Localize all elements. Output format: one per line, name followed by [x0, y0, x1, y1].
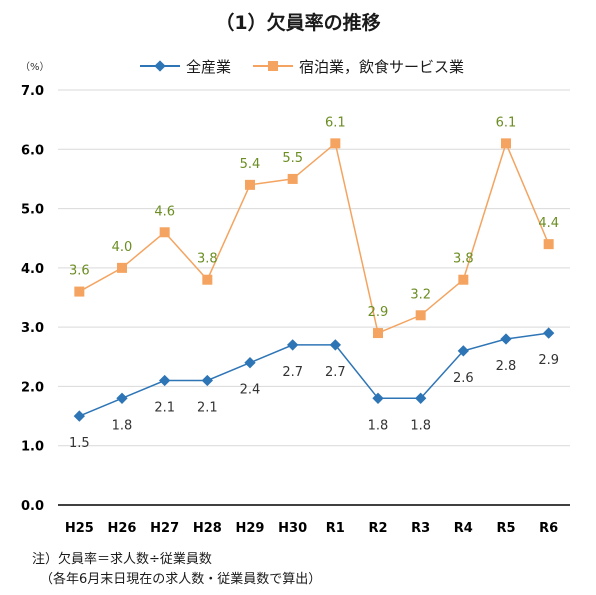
data-point-hotel-food: [330, 138, 341, 149]
y-tick-label: 0.0: [21, 499, 44, 514]
legend-swatch-hotel-food: [253, 61, 294, 71]
data-point-all-industries: [116, 392, 128, 404]
y-tick-label: 1.0: [21, 440, 44, 455]
legend: 全産業 宿泊業，飲食サービス業: [140, 56, 486, 76]
x-tick-label: R5: [496, 521, 515, 536]
data-label-hotel-food: 4.4: [538, 216, 559, 231]
y-tick-label: 3.0: [21, 321, 44, 336]
data-label-hotel-food: 4.0: [112, 240, 133, 255]
data-point-all-industries: [73, 410, 85, 422]
x-tick-label: R6: [539, 521, 558, 536]
x-tick-label: R4: [454, 521, 473, 536]
data-point-hotel-food: [287, 173, 298, 184]
data-label-hotel-food: 2.9: [368, 305, 389, 320]
x-tick-label: R1: [326, 521, 345, 536]
data-label-all-industries: 2.7: [325, 365, 346, 380]
data-label-all-industries: 2.6: [453, 371, 474, 386]
data-label-all-industries: 1.5: [69, 436, 90, 451]
data-label-all-industries: 2.1: [197, 401, 218, 416]
data-point-hotel-food: [543, 239, 554, 250]
data-label-all-industries: 1.8: [368, 418, 389, 433]
chart-title: （1）欠員率の推移: [215, 12, 381, 34]
legend-item-hotel-food: 宿泊業，飲食サービス業: [253, 56, 464, 77]
data-point-hotel-food: [501, 138, 511, 149]
x-tick-label: H30: [278, 521, 307, 536]
data-label-all-industries: 2.7: [282, 365, 303, 380]
data-label-hotel-food: 5.5: [282, 151, 303, 166]
data-label-hotel-food: 4.6: [154, 204, 175, 219]
data-label-all-industries: 1.8: [112, 418, 133, 433]
data-point-hotel-food: [373, 328, 383, 339]
y-tick-label: 2.0: [21, 380, 44, 395]
x-tick-label: R3: [411, 521, 430, 536]
data-point-all-industries: [329, 339, 341, 351]
series-line-all-industries: [79, 332, 549, 417]
data-label-all-industries: 2.9: [538, 353, 559, 368]
data-point-all-industries: [287, 339, 299, 351]
x-tick-label: H26: [108, 521, 137, 536]
data-point-all-industries: [543, 327, 555, 339]
data-label-all-industries: 2.4: [240, 383, 261, 398]
y-tick-label: 6.0: [21, 143, 44, 158]
data-point-all-industries: [372, 392, 384, 404]
data-point-all-industries: [500, 333, 512, 345]
data-point-hotel-food: [74, 286, 85, 297]
data-label-hotel-food: 6.1: [496, 115, 517, 130]
note-line-2: （各年6月末日現在の求人数・従業員数で算出）: [40, 572, 322, 587]
data-point-all-industries: [457, 345, 469, 357]
data-label-all-industries: 1.8: [410, 418, 431, 433]
data-point-hotel-food: [117, 262, 127, 273]
x-tick-label: H27: [150, 521, 179, 536]
y-tick-label: 7.0: [21, 84, 44, 99]
legend-item-all-industries: 全産業: [140, 56, 231, 77]
data-label-all-industries: 2.1: [154, 401, 175, 416]
y-tick-label: 5.0: [21, 203, 44, 218]
y-tick-label: 4.0: [21, 262, 44, 277]
data-point-hotel-food: [245, 179, 255, 190]
x-tick-label: H28: [193, 521, 222, 536]
data-label-hotel-food: 3.2: [410, 287, 431, 302]
data-label-hotel-food: 6.1: [325, 115, 346, 130]
data-point-hotel-food: [202, 274, 213, 285]
data-point-hotel-food: [159, 227, 170, 238]
data-label-all-industries: 2.8: [496, 359, 517, 374]
data-label-hotel-food: 5.4: [240, 157, 261, 172]
x-tick-label: H29: [236, 521, 265, 536]
data-label-hotel-food: 3.6: [69, 264, 90, 279]
y-axis-unit: （%）: [20, 61, 50, 73]
series-line-hotel-food: [78, 141, 550, 335]
legend-label-hotel-food: 宿泊業，飲食サービス業: [299, 57, 465, 76]
data-point-all-industries: [415, 392, 427, 404]
data-point-hotel-food: [458, 274, 469, 285]
legend-label-all-industries: 全産業: [186, 57, 232, 76]
note-line-1: 注）欠員率＝求人数÷従業員数: [32, 552, 212, 567]
x-tick-label: R2: [368, 521, 387, 536]
x-tick-label: H25: [65, 521, 94, 536]
data-point-all-industries: [244, 357, 256, 369]
data-point-all-industries: [201, 374, 213, 387]
legend-swatch-all-industries: [140, 60, 180, 72]
data-label-hotel-food: 3.8: [453, 252, 474, 267]
data-point-all-industries: [159, 374, 171, 387]
data-label-hotel-food: 3.8: [197, 252, 218, 267]
data-point-hotel-food: [415, 310, 426, 321]
